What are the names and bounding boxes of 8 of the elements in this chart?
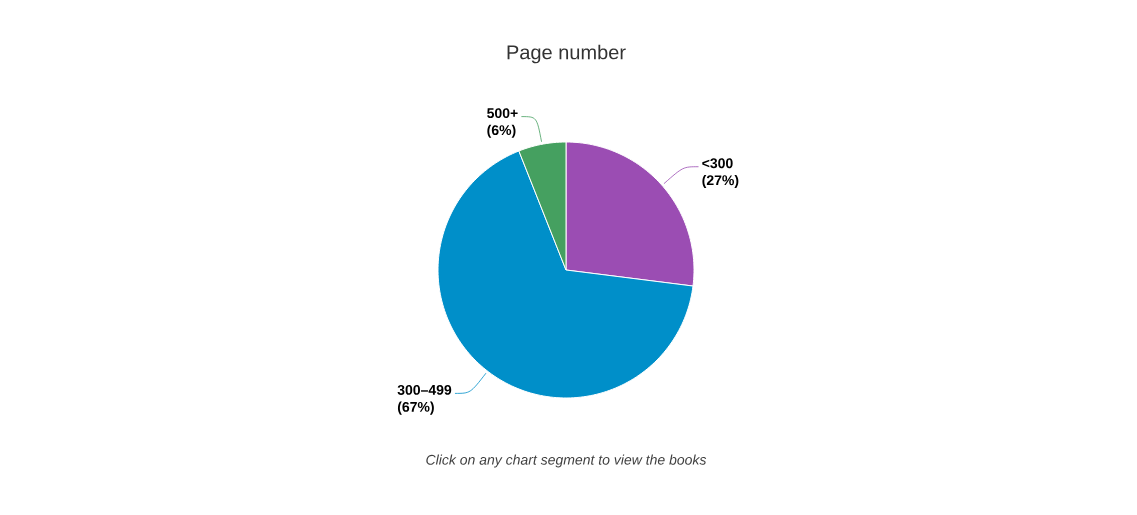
- text: Click on any chart segment to view the books: [426, 454, 707, 468]
- slice-label: <300: [702, 158, 733, 169]
- slice-label: 500+: [487, 108, 518, 119]
- chart-title: Page number: [507, 44, 626, 64]
- data-label: (67%): [397, 401, 434, 415]
- slice-label: 300–499: [397, 384, 452, 395]
- data-label: (27%): [702, 174, 739, 188]
- data-label: (6%): [487, 124, 516, 138]
